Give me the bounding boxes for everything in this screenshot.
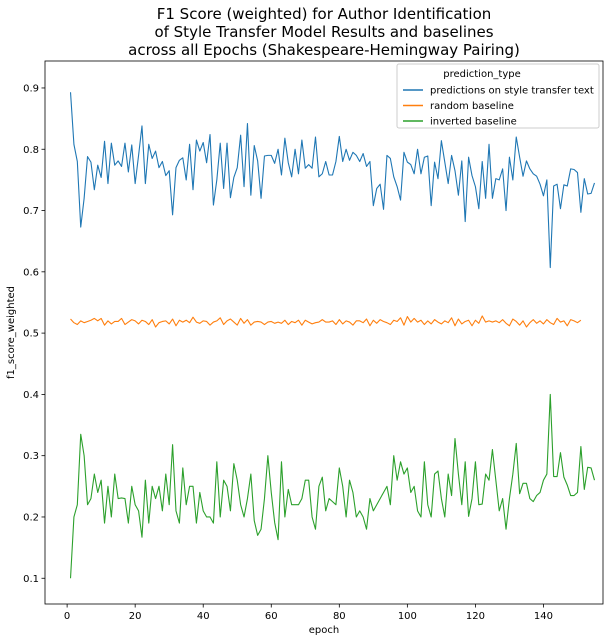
x-tick-label: 100 <box>398 611 417 622</box>
legend-label-1: predictions on style transfer text <box>430 86 594 97</box>
y-tick-label: 0.5 <box>23 329 39 340</box>
series-line-1 <box>69 92 596 269</box>
legend-entries: predictions on style transfer text random… <box>403 86 594 128</box>
x-tick-label: 60 <box>265 611 278 622</box>
plot-area-frame <box>44 60 604 605</box>
series-line-3 <box>69 393 596 579</box>
y-axis-ticks: 0.1 0.2 0.3 0.4 0.5 0.6 0.7 0.8 0.9 <box>23 83 45 585</box>
x-tick-label: 20 <box>129 611 142 622</box>
legend: prediction_type predictions on style tra… <box>396 63 600 129</box>
x-tick-label: 80 <box>333 611 346 622</box>
legend-title: prediction_type <box>443 69 521 80</box>
y-tick-label: 0.7 <box>23 206 39 217</box>
x-tick-label: 0 <box>64 611 70 622</box>
series-line-2 <box>70 315 582 328</box>
chart-title-line-1: F1 Score (weighted) for Author Identific… <box>157 5 492 23</box>
legend-label-2: random baseline <box>430 101 514 112</box>
y-axis-label: f1_score_weighted <box>6 286 17 379</box>
chart-title-line-2: of Style Transfer Model Results and base… <box>154 23 493 41</box>
legend-box <box>396 63 600 129</box>
chart-title-line-3: across all Epochs (Shakespeare-Hemingway… <box>128 41 520 59</box>
x-tick-label: 40 <box>197 611 210 622</box>
chart-title: F1 Score (weighted) for Author Identific… <box>128 5 520 59</box>
x-axis-ticks: 0 20 40 60 80 100 120 140 <box>64 604 553 622</box>
y-tick-label: 0.3 <box>23 451 39 462</box>
y-tick-label: 0.9 <box>23 83 39 94</box>
x-tick-label: 120 <box>466 611 485 622</box>
y-tick-label: 0.4 <box>23 390 39 401</box>
x-tick-label: 140 <box>534 611 553 622</box>
y-tick-label: 0.1 <box>23 574 39 585</box>
y-tick-label: 0.6 <box>23 267 39 278</box>
x-axis-label: epoch <box>309 625 339 636</box>
series-lines <box>69 92 596 579</box>
legend-label-3: inverted baseline <box>430 117 517 128</box>
y-tick-label: 0.8 <box>23 145 39 156</box>
y-tick-label: 0.2 <box>23 512 39 523</box>
